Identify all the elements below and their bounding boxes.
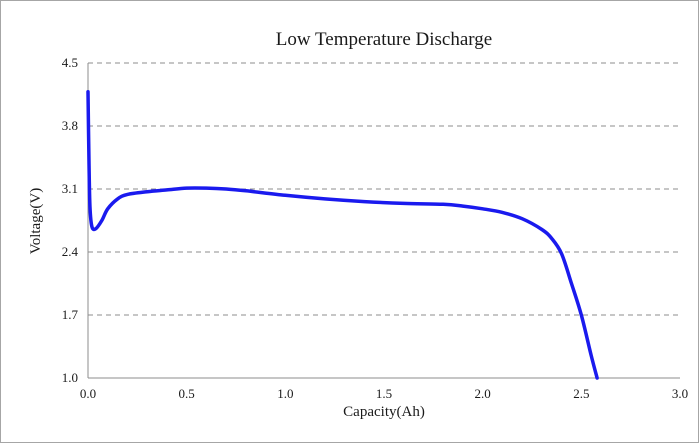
x-tick-label: 3.0 [672,386,688,401]
series-group [86,90,599,380]
x-tick-labels: 0.0 0.5 1.0 1.5 2.0 2.5 3.0 [80,386,688,401]
x-tick-label: 2.0 [475,386,491,401]
x-tick-label: 2.5 [573,386,589,401]
discharge-curve [86,90,599,380]
x-tick-label: 1.0 [277,386,293,401]
chart-title: Low Temperature Discharge [276,29,492,50]
y-tick-label: 2.4 [62,244,79,259]
y-tick-labels: 1.0 1.7 2.4 3.1 3.8 4.5 [62,55,79,385]
y-tick-label: 4.5 [62,55,78,70]
x-tick-label: 0.0 [80,386,96,401]
y-tick-label: 3.8 [62,118,78,133]
y-tick-label: 3.1 [62,181,78,196]
axes [87,63,680,379]
x-tick-label: 1.5 [376,386,392,401]
y-axis-title: Voltage(V) [28,188,44,254]
y-tick-label: 1.0 [62,370,78,385]
y-tick-label: 1.7 [62,307,79,322]
x-tick-label: 0.5 [179,386,195,401]
x-axis-title: Capacity(Ah) [343,404,425,420]
